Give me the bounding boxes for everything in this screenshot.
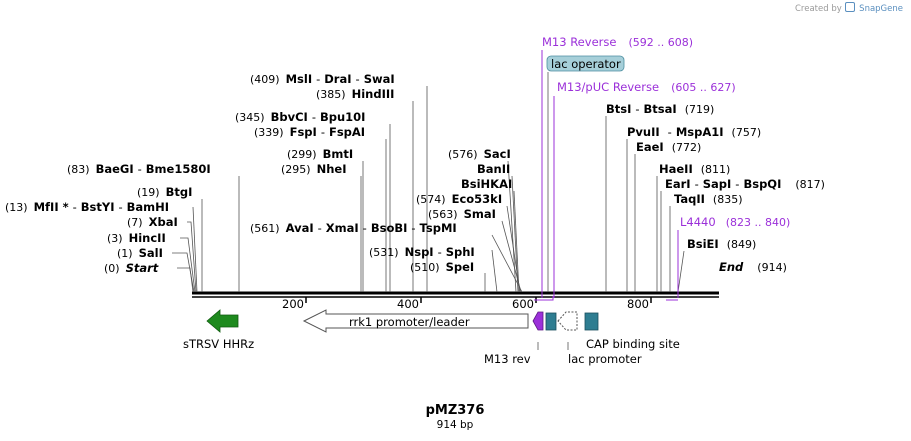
- leader-line: [180, 237, 196, 293]
- site-label: End (914): [719, 260, 787, 274]
- site-label: (409) MslI - DraI - SwaI: [250, 72, 395, 86]
- credit-prefix: Created by: [794, 4, 842, 14]
- primer-label-l4440: L4440 (823 .. 840): [680, 215, 790, 229]
- site-label: EaeI (772): [636, 140, 701, 154]
- site-label: (576) SacI: [448, 147, 511, 161]
- plasmid-name: pMZ376: [426, 403, 485, 418]
- site-label: (83) BaeGI - Bme1580I: [67, 162, 211, 176]
- leader-line: [491, 249, 498, 293]
- site-label: BtsI - BtsaI (719): [606, 102, 714, 116]
- cap-binding-site-label: CAP binding site: [586, 337, 680, 351]
- primer-label-m13-reverse: M13 Reverse (592 .. 608): [542, 35, 693, 49]
- lac-operator-badge: [546, 55, 625, 72]
- leader-line: [677, 250, 685, 293]
- m13-rev-label: M13 rev: [484, 352, 531, 366]
- ruler-label: 600: [512, 297, 534, 311]
- snapgene-credit: Created by SnapGene: [795, 2, 903, 14]
- leader-line: [507, 160, 517, 293]
- left-leader-lines: [172, 176, 240, 293]
- leader-line: [187, 221, 197, 293]
- primer-lines: [534, 50, 679, 301]
- leader-line: [506, 205, 521, 293]
- site-label: (299) BmtI: [287, 147, 353, 161]
- ruler-label: 200: [282, 297, 304, 311]
- site-label: EarI - SapI - BspQI (817): [665, 177, 825, 191]
- site-label: (1) SalI: [117, 246, 163, 260]
- leader-line: [501, 220, 522, 293]
- primer-label-m13-puc-reverse: M13/pUC Reverse (605 .. 627): [557, 80, 736, 94]
- lac-operator-label: lac operator: [551, 57, 621, 71]
- leader-line: [192, 206, 198, 293]
- rrk1-promoter-arrow: [302, 309, 529, 333]
- site-label: HaeII (811): [659, 162, 730, 176]
- leader-line: [491, 234, 523, 293]
- site-label: (531) NspI - SphI: [369, 245, 475, 259]
- leader-line: [513, 190, 520, 293]
- lac-operator-box: [545, 312, 557, 331]
- plasmid-length: 914 bp: [437, 419, 474, 431]
- site-label: (563) SmaI: [428, 207, 496, 221]
- mid-leader-lines: [360, 86, 523, 293]
- ruler-label: 800: [627, 297, 649, 311]
- strsv-hhrz-label: sTRSV HHRz: [183, 337, 254, 351]
- leader-line: [172, 252, 195, 293]
- site-label: BsiHKAI: [461, 177, 512, 191]
- ruler-label: 400: [397, 297, 419, 311]
- site-label: (3) HincII: [107, 231, 166, 245]
- site-label: BsiEI (849): [687, 237, 756, 251]
- m13-reverse-binding: [534, 296, 554, 301]
- site-label: (561) AvaI - XmaI - BsoBI - TspMI: [250, 221, 457, 235]
- site-label: TaqII (835): [674, 192, 743, 206]
- site-label: (13) MfII * - BstYI - BamHI: [5, 200, 169, 214]
- rrk1-promoter-label: rrk1 promoter/leader: [349, 315, 470, 329]
- site-label: (7) XbaI: [127, 215, 178, 229]
- site-label: (295) NheI: [281, 162, 346, 176]
- site-label: (385) HindIII: [316, 87, 394, 101]
- lac-promoter-label: lac promoter: [568, 352, 642, 366]
- site-label: (0) Start: [104, 261, 159, 275]
- snapgene-logo-icon: [845, 2, 856, 12]
- ruler: 200 400 600 800: [282, 297, 652, 311]
- site-label: (345) BbvCI - Bpu10I: [235, 110, 365, 124]
- site-label: (574) Eco53kI: [416, 192, 502, 206]
- cap-binding-site-box: [584, 312, 599, 331]
- right-leader-lines: [605, 116, 685, 293]
- site-label: PvuII - MspA1I (757): [627, 125, 761, 139]
- lac-promoter-arrow: [557, 311, 578, 331]
- site-label: (339) FspI - FspAI: [254, 125, 365, 139]
- site-label: (19) BtgI: [137, 185, 192, 199]
- m13-rev-arrow: [532, 311, 544, 331]
- credit-brand: SnapGene: [859, 4, 903, 14]
- site-label: (510) SpeI: [410, 260, 474, 274]
- strsv-hhrz-arrow: [206, 309, 239, 333]
- site-label: BanII: [477, 162, 510, 176]
